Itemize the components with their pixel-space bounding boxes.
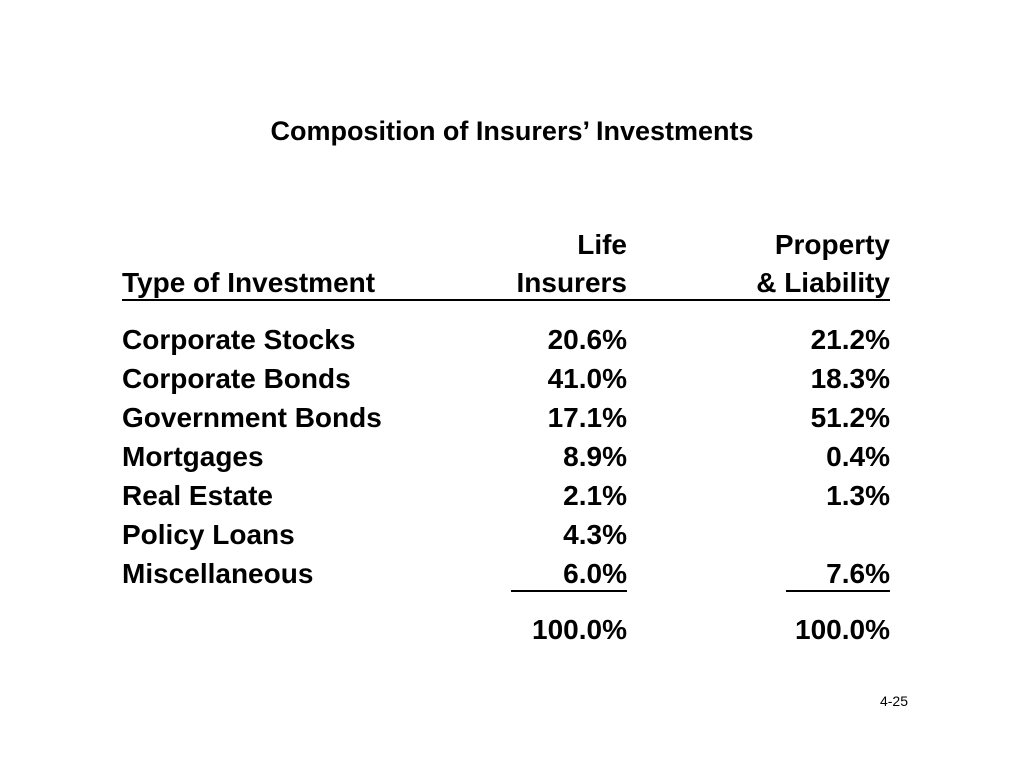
- header-underline: [122, 299, 890, 301]
- row-property-value: 51.2%: [810, 402, 890, 433]
- row-life-value: 2.1%: [563, 480, 627, 511]
- page-number: 4-25: [879, 693, 908, 709]
- header-row-top: Life Property: [122, 226, 890, 264]
- row-type: Miscellaneous: [122, 558, 314, 589]
- row-type: Mortgages: [122, 441, 264, 472]
- table-row: Government Bonds 17.1% 51.2%: [122, 398, 890, 437]
- header-row-bottom: Type of Investment Insurers & Liability: [122, 264, 890, 302]
- row-property-value: 7.6%: [826, 558, 890, 589]
- row-type: Policy Loans: [122, 519, 295, 550]
- header-property-line1: Property: [774, 229, 890, 260]
- total-property-value: 100.0%: [795, 614, 890, 645]
- row-property-value: 18.3%: [810, 363, 890, 394]
- row-property-value: 21.2%: [810, 324, 890, 355]
- row-life-value: 41.0%: [547, 363, 627, 394]
- row-type: Corporate Bonds: [122, 363, 351, 394]
- life-subtotal-underline: [511, 590, 627, 592]
- table-row: Mortgages 8.9% 0.4%: [122, 437, 890, 476]
- table-row: Corporate Stocks 20.6% 21.2%: [122, 320, 890, 359]
- property-subtotal-underline: [786, 590, 890, 592]
- header-property-line2: & Liability: [756, 267, 890, 298]
- total-row: 100.0% 100.0%: [122, 610, 890, 649]
- row-life-value: 8.9%: [563, 441, 627, 472]
- row-life-value: 4.3%: [563, 519, 627, 550]
- header-life-line2: Insurers: [516, 267, 628, 298]
- row-type: Corporate Stocks: [122, 324, 356, 355]
- row-type: Real Estate: [122, 480, 273, 511]
- table-body: Corporate Stocks 20.6% 21.2% Corporate B…: [122, 320, 890, 593]
- table-row: Corporate Bonds 41.0% 18.3%: [122, 359, 890, 398]
- row-type: Government Bonds: [122, 402, 382, 433]
- table-row: Miscellaneous 6.0% 7.6%: [122, 554, 890, 593]
- row-life-value: 6.0%: [563, 558, 627, 589]
- header-type-of-investment: Type of Investment: [122, 267, 376, 298]
- row-life-value: 20.6%: [547, 324, 627, 355]
- row-property-value: 0.4%: [826, 441, 890, 472]
- row-property-value: 1.3%: [826, 480, 890, 511]
- header-life-line1: Life: [577, 229, 627, 260]
- investment-table: Life Property Type of Investment Insurer…: [122, 226, 890, 645]
- row-life-value: 17.1%: [547, 402, 627, 433]
- total-life-value: 100.0%: [532, 614, 627, 645]
- table-row: Real Estate 2.1% 1.3%: [122, 476, 890, 515]
- page-title: Composition of Insurers’ Investments: [270, 116, 754, 146]
- table-row: Policy Loans 4.3%: [122, 515, 890, 554]
